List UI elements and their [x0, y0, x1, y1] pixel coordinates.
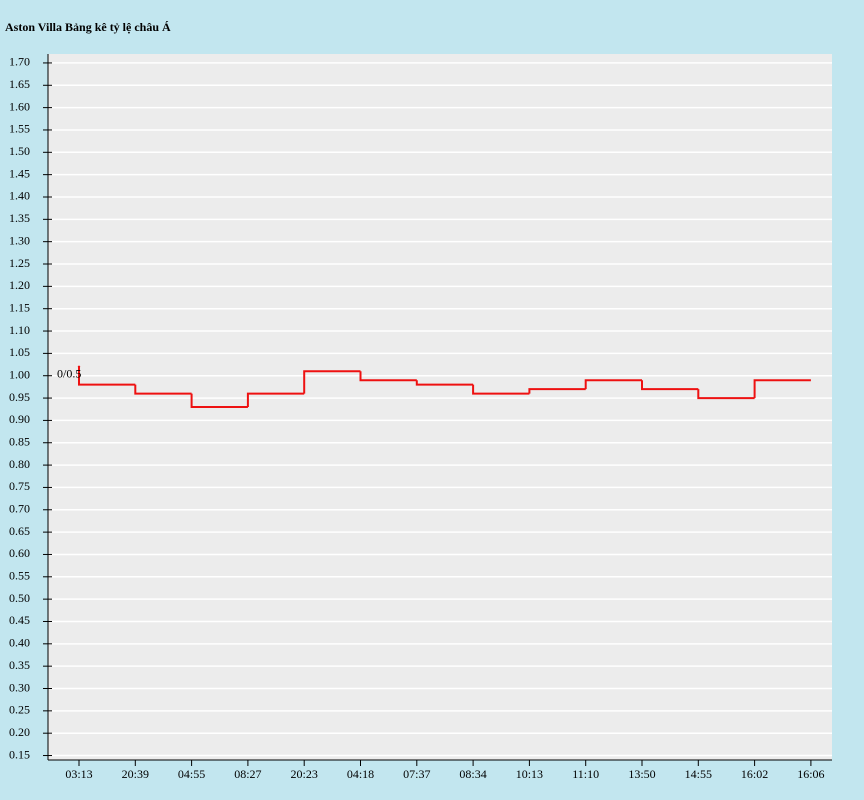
- x-tick-label: 16:02: [741, 767, 768, 781]
- x-tick-label: 08:34: [459, 767, 486, 781]
- x-tick-label: 07:37: [403, 767, 430, 781]
- x-tick-label: 13:50: [628, 767, 655, 781]
- y-tick-label: 1.35: [9, 211, 30, 225]
- step-segment: [415, 380, 474, 386]
- step-segment: [697, 389, 755, 400]
- step-segment: [359, 371, 417, 382]
- x-tick-label: 04:55: [178, 767, 205, 781]
- y-tick-label: 0.25: [9, 703, 30, 717]
- y-tick-label: 1.05: [9, 345, 30, 359]
- step-segment: [78, 366, 136, 386]
- y-tick-label: 0.75: [9, 479, 30, 493]
- x-tick-label: 14:55: [685, 767, 712, 781]
- y-tick-label: 0.20: [9, 725, 30, 739]
- step-segment: [134, 384, 192, 395]
- step-segment: [472, 384, 530, 395]
- x-tick-label: 11:10: [572, 767, 599, 781]
- y-tick-label: 1.00: [9, 367, 30, 381]
- y-tick-label: 1.40: [9, 189, 30, 203]
- y-tick-label: 0.85: [9, 434, 30, 448]
- y-tick-label: 0.30: [9, 680, 30, 694]
- y-tick-label: 1.50: [9, 144, 30, 158]
- x-tick-label: 03:13: [65, 767, 92, 781]
- y-tick-label: 1.10: [9, 323, 30, 337]
- step-segment: [303, 370, 361, 394]
- step-segment: [753, 379, 811, 399]
- y-tick-label: 0.50: [9, 591, 30, 605]
- x-tick-label: 20:23: [291, 767, 318, 781]
- y-tick-label: 1.65: [9, 77, 30, 91]
- y-tick-label: 1.15: [9, 300, 30, 314]
- y-tick-label: 0.45: [9, 613, 30, 627]
- y-tick-label: 1.30: [9, 233, 30, 247]
- step-segment: [190, 393, 248, 408]
- annotation: 0/0.5: [57, 367, 81, 381]
- y-tick-label: 1.60: [9, 99, 30, 113]
- y-tick-label: 0.35: [9, 658, 30, 672]
- step-segment: [584, 379, 642, 390]
- y-tick-label: 0.40: [9, 636, 30, 650]
- x-tick-label: 16:06: [797, 767, 824, 781]
- y-tick-label: 0.60: [9, 546, 30, 560]
- x-tick-label: 04:18: [347, 767, 374, 781]
- y-tick-label: 0.70: [9, 502, 30, 516]
- y-tick-label: 0.95: [9, 390, 30, 404]
- step-segment: [246, 392, 305, 407]
- plot-area: [48, 54, 832, 760]
- x-tick-label: 10:13: [516, 767, 543, 781]
- y-tick-label: 0.15: [9, 747, 30, 761]
- chart-title: Aston Villa Bảng kê tỷ lệ châu Á: [5, 20, 171, 34]
- y-tick-label: 1.70: [9, 55, 30, 69]
- y-tick-label: 1.20: [9, 278, 30, 292]
- step-segment: [641, 380, 699, 391]
- y-tick-label: 1.45: [9, 166, 30, 180]
- y-tick-label: 0.90: [9, 412, 30, 426]
- y-tick-label: 0.55: [9, 569, 30, 583]
- y-tick-label: 1.55: [9, 122, 30, 136]
- step-segment: [528, 388, 586, 394]
- y-tick-label: 0.80: [9, 457, 30, 471]
- y-tick-label: 1.25: [9, 256, 30, 270]
- x-tick-label: 20:39: [122, 767, 149, 781]
- y-tick-label: 0.65: [9, 524, 30, 538]
- x-tick-label: 08:27: [234, 767, 261, 781]
